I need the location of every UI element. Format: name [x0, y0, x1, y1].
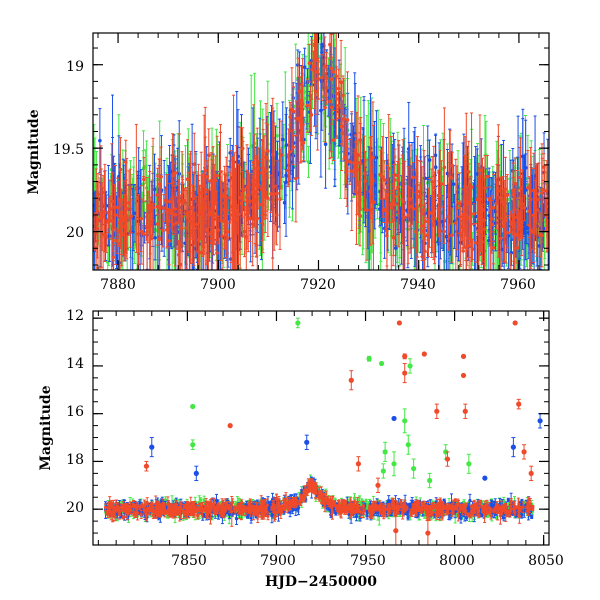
data-point — [450, 163, 455, 168]
top-panel: 7880 7900 7920 7940 7960 19 19.5 20 Magn… — [26, 32, 550, 293]
data-point — [326, 89, 330, 93]
data-point — [148, 236, 153, 241]
data-point — [296, 116, 300, 120]
data-point — [302, 65, 307, 69]
data-point — [127, 201, 131, 205]
data-point — [268, 165, 273, 169]
data-point — [526, 186, 530, 190]
data-point — [398, 218, 403, 222]
data-point — [152, 187, 157, 192]
data-point — [442, 165, 447, 170]
data-point — [249, 143, 254, 148]
data-point — [378, 172, 383, 177]
data-point — [282, 200, 287, 205]
data-point — [323, 142, 328, 147]
data-point — [182, 199, 187, 203]
data-point — [112, 204, 117, 209]
data-point — [167, 239, 171, 243]
top-data-points — [93, 33, 549, 270]
data-point — [475, 172, 480, 176]
data-point — [451, 182, 456, 186]
data-point — [518, 224, 522, 228]
data-point — [302, 90, 307, 94]
data-point — [216, 228, 221, 232]
data-point — [136, 232, 141, 236]
data-point — [339, 80, 343, 84]
data-point — [396, 191, 401, 196]
data-point — [487, 238, 491, 243]
data-point — [186, 210, 190, 215]
data-point — [256, 182, 261, 187]
data-point — [323, 105, 327, 110]
data-point — [444, 234, 449, 239]
data-point — [117, 174, 121, 179]
data-point — [537, 244, 541, 248]
data-point — [284, 143, 289, 147]
data-point — [247, 183, 251, 187]
data-point — [215, 251, 219, 255]
data-point — [496, 189, 501, 193]
data-point — [541, 226, 546, 231]
data-point — [525, 226, 529, 231]
data-point — [363, 179, 367, 183]
data-point — [178, 263, 183, 267]
data-point — [153, 235, 157, 240]
data-point — [161, 206, 166, 210]
data-point — [310, 67, 314, 72]
data-point — [129, 214, 134, 219]
data-point — [426, 176, 430, 181]
data-point — [139, 229, 144, 234]
data-point — [484, 242, 489, 246]
data-point — [472, 201, 477, 205]
data-point — [255, 216, 260, 221]
data-point — [280, 137, 285, 142]
data-point — [435, 222, 440, 226]
data-point — [278, 197, 282, 202]
data-point — [275, 133, 279, 138]
data-point — [442, 229, 447, 234]
data-point — [167, 180, 172, 184]
data-point — [98, 138, 102, 143]
data-point — [491, 246, 496, 250]
data-point — [406, 213, 410, 218]
data-point — [498, 236, 503, 241]
data-point — [522, 189, 527, 193]
data-point — [323, 64, 327, 69]
data-point — [439, 182, 444, 186]
data-point — [427, 158, 432, 162]
data-point — [192, 162, 197, 167]
data-point — [393, 246, 398, 250]
data-point — [433, 153, 438, 158]
data-point — [142, 177, 146, 182]
data-point — [461, 249, 465, 253]
data-point — [362, 171, 367, 176]
data-point — [306, 160, 311, 164]
data-point — [286, 168, 290, 173]
data-point — [238, 196, 242, 200]
